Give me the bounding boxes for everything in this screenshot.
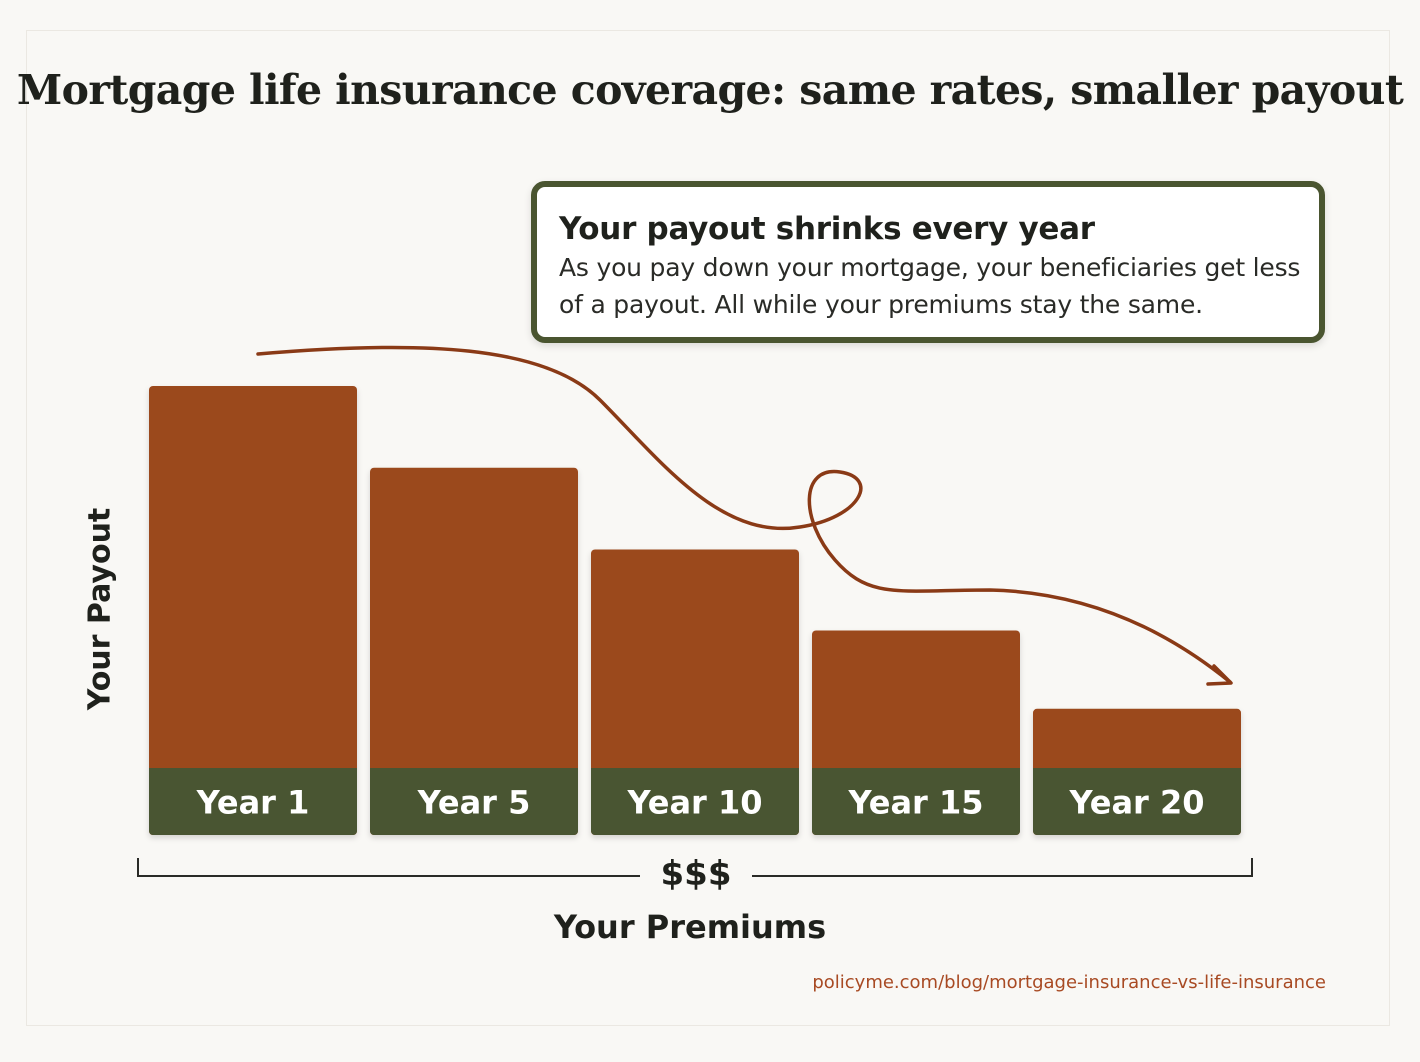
bar-label-band-top xyxy=(149,768,357,776)
trend-arrowhead xyxy=(1206,664,1233,686)
bar-group xyxy=(591,549,799,835)
category-label: Year 15 xyxy=(848,784,984,822)
bar-group xyxy=(1033,708,1241,835)
trend-arrow xyxy=(256,345,1232,684)
bar-label-band-top xyxy=(1033,768,1241,776)
bar-group xyxy=(370,467,578,835)
callout-heading: Your payout shrinks every year xyxy=(559,211,1095,247)
bar xyxy=(591,549,799,835)
chart-title: Mortgage life insurance coverage: same r… xyxy=(16,66,1404,114)
bar-group xyxy=(149,386,357,835)
category-label: Year 10 xyxy=(627,784,763,822)
bar-label-band xyxy=(149,768,357,835)
x-axis-label: Your Premiums xyxy=(553,908,827,946)
bar-label-band xyxy=(812,768,1020,835)
bar-label-band-top xyxy=(370,768,578,776)
bar-label-band-top xyxy=(591,768,799,776)
category-label: Year 1 xyxy=(196,784,310,822)
bars-layer: Year 1 Year 5 Year 10 Year 15 Year 20 xyxy=(149,386,1241,835)
callout-box: Your payout shrinks every year As you pa… xyxy=(531,181,1325,343)
bar xyxy=(149,386,357,835)
premium-marker: $$$ xyxy=(640,854,752,894)
category-label: Year 20 xyxy=(1069,784,1205,822)
y-axis-label: Your Payout xyxy=(82,507,118,711)
bar xyxy=(370,467,578,835)
bar-label-band-top xyxy=(812,768,1020,776)
bar-label-band xyxy=(1033,768,1241,835)
category-label: Year 5 xyxy=(417,784,531,822)
callout-body: As you pay down your mortgage, your bene… xyxy=(559,253,1301,319)
bar-group xyxy=(812,630,1020,835)
bar-label-band xyxy=(591,768,799,835)
bar-label-band xyxy=(370,768,578,835)
source-link[interactable]: policyme.com/blog/mortgage-insurance-vs-… xyxy=(812,972,1326,993)
